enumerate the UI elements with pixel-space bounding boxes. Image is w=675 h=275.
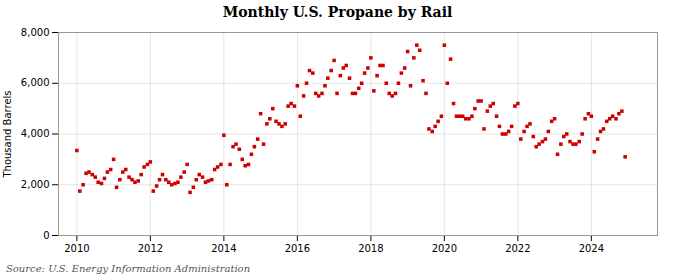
svg-text:2012: 2012 [138,243,163,254]
html-text:Monthly U.S. Propane by Rail: Monthly U.S. Propane by Rail [222,4,453,20]
svg-text:2010: 2010 [64,243,89,254]
svg-text:2024: 2024 [579,243,604,254]
svg-text:2,000: 2,000 [21,179,50,190]
svg-text:Thousand Barrels: Thousand Barrels [2,90,13,178]
svg-text:4,000: 4,000 [21,128,50,139]
svg-text:2018: 2018 [358,243,383,254]
svg-text:6,000: 6,000 [21,77,50,88]
html-text:Source: U.S. Energy Informatio: Source: U.S. Energy Information Administ… [6,263,251,274]
svg-text:0: 0 [43,230,49,241]
svg-text:2020: 2020 [432,243,457,254]
svg-text:8,000: 8,000 [21,27,50,38]
svg-text:2022: 2022 [505,243,530,254]
svg-text:2014: 2014 [211,243,236,254]
svg-text:2016: 2016 [285,243,310,254]
